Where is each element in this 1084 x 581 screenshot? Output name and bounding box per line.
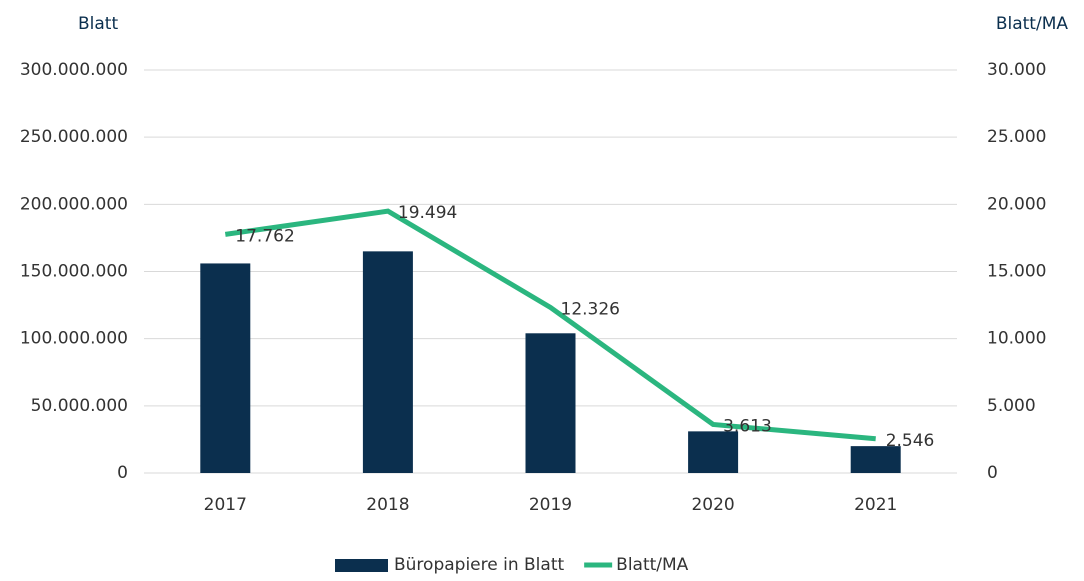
bar: [688, 431, 739, 473]
y2-tick-label: 25.000: [987, 127, 1046, 147]
y2-tick-label: 0: [987, 463, 998, 483]
bar: [850, 446, 901, 473]
data-label: 17.762: [235, 226, 294, 246]
bar: [525, 333, 576, 473]
y-tick-label: 250.000.000: [20, 127, 128, 147]
x-tick-label: 2019: [529, 495, 572, 515]
y-tick-label: 300.000.000: [20, 60, 128, 80]
data-label: 12.326: [561, 299, 620, 319]
y2-tick-label: 20.000: [987, 194, 1046, 214]
x-tick-label: 2017: [204, 495, 247, 515]
bar: [200, 263, 251, 473]
y2-tick-label: 5.000: [987, 396, 1036, 416]
y2-axis-title: Blatt/MA: [996, 14, 1069, 34]
y2-tick-label: 15.000: [987, 262, 1046, 282]
legend-label: Büropapiere in Blatt: [394, 555, 564, 575]
data-label: 19.494: [398, 203, 457, 223]
data-label: 3.613: [723, 416, 772, 436]
y-tick-label: 200.000.000: [20, 194, 128, 214]
x-tick-label: 2021: [854, 495, 897, 515]
y-tick-label: 100.000.000: [20, 329, 128, 349]
y-tick-label: 150.000.000: [20, 262, 128, 282]
x-tick-label: 2018: [366, 495, 409, 515]
data-label: 2.546: [886, 431, 935, 451]
legend-swatch: [335, 559, 388, 572]
legend-label: Blatt/MA: [616, 555, 689, 575]
y-axis-title: Blatt: [78, 14, 118, 34]
line: [224, 208, 876, 442]
y-tick-label: 0: [117, 463, 128, 483]
y2-tick-label: 30.000: [987, 60, 1046, 80]
y-tick-label: 50.000.000: [31, 396, 128, 416]
bar: [362, 251, 413, 473]
y2-tick-label: 10.000: [987, 329, 1046, 349]
x-tick-label: 2020: [691, 495, 734, 515]
